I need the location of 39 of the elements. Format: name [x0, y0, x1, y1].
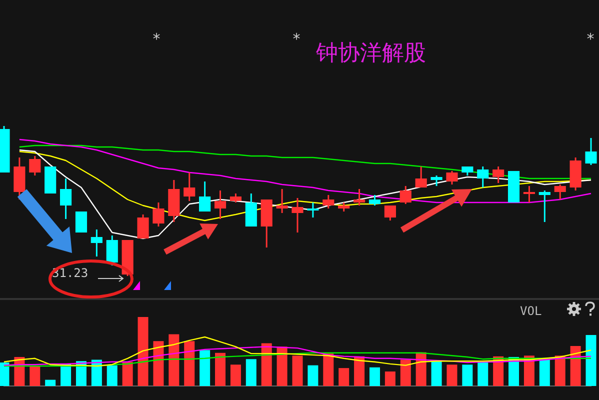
- bar: [539, 359, 550, 386]
- chart-title: 钟协洋解股: [316, 40, 426, 68]
- bar: [276, 346, 288, 386]
- bar: [554, 356, 566, 386]
- text: *: [586, 30, 596, 48]
- bar: [184, 341, 195, 386]
- bar: [462, 364, 473, 386]
- bar: [384, 372, 396, 386]
- bar: [138, 317, 148, 386]
- bar: [308, 365, 318, 386]
- bar: [91, 360, 102, 386]
- bar: [0, 362, 10, 386]
- bar: [292, 356, 303, 386]
- bar: [200, 350, 210, 386]
- chart-title: VOL: [520, 304, 542, 318]
- bar: [354, 356, 365, 386]
- bar: [215, 352, 226, 386]
- bar: [153, 341, 164, 386]
- bar: [338, 368, 350, 386]
- bar: [106, 365, 118, 386]
- bar: [168, 334, 180, 386]
- bar: [570, 346, 581, 386]
- bar: [45, 380, 56, 386]
- bar: [261, 343, 272, 386]
- bar: [30, 366, 40, 386]
- text: *: [152, 30, 162, 48]
- bar: [431, 361, 442, 386]
- annotation: 31.23: [52, 266, 88, 280]
- text: *: [292, 30, 302, 48]
- bar: [586, 334, 596, 386]
- bar: [323, 354, 334, 386]
- bar: [478, 362, 488, 386]
- bar: [122, 362, 133, 386]
- bar: [446, 364, 458, 386]
- bar: [369, 367, 380, 386]
- bar: [400, 360, 411, 386]
- bar: [246, 359, 256, 386]
- bar: [230, 364, 241, 386]
- candlestick: [538, 190, 550, 222]
